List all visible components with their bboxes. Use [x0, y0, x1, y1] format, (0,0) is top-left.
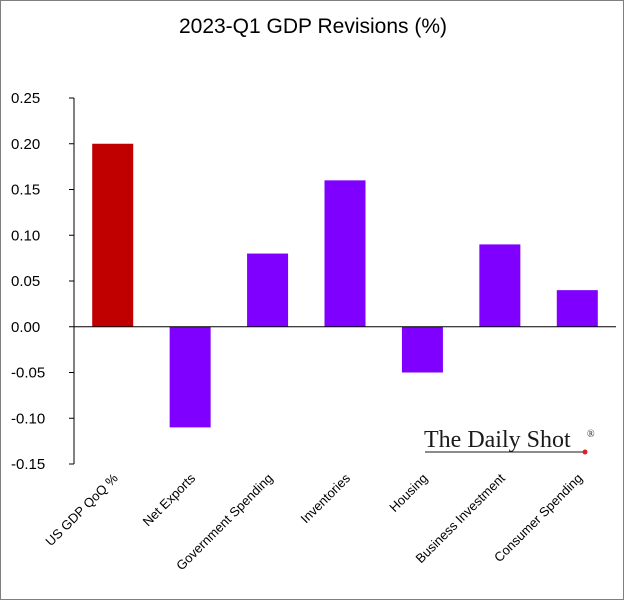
chart-title: 2023-Q1 GDP Revisions (%)	[179, 15, 447, 38]
y-tick-label: 0.00	[11, 319, 40, 336]
watermark-text: The Daily Shot	[424, 427, 571, 453]
y-tick-label: 0.25	[11, 90, 40, 107]
x-tick-label: Net Exports	[140, 470, 199, 529]
y-tick-label: -0.10	[11, 410, 45, 427]
y-tick-label: -0.15	[11, 456, 45, 473]
x-tick-label: Housing	[386, 471, 430, 515]
bar	[169, 326, 211, 428]
y-tick-label: 0.15	[11, 182, 40, 199]
x-tick-label: Inventories	[298, 470, 354, 526]
watermark-dot	[582, 449, 588, 455]
x-tick-label: US GDP QoQ %	[42, 470, 121, 549]
bar	[556, 290, 598, 327]
watermark: The Daily Shot ®	[424, 427, 595, 455]
bar	[479, 244, 521, 327]
bar	[324, 180, 366, 327]
y-tick-label: 0.05	[11, 273, 40, 290]
y-tick-labels: 0.25 0.20 0.15 0.10 0.05 0.00 -0.05 -0.10 -0.15	[11, 90, 74, 473]
bar	[92, 143, 134, 327]
y-tick-label: 0.20	[11, 136, 40, 153]
watermark-registered-mark: ®	[587, 429, 595, 440]
y-tick-label: -0.05	[11, 365, 45, 382]
bars	[92, 143, 598, 428]
y-tick-label: 0.10	[11, 227, 40, 244]
x-tick-label: Consumer Spending	[491, 471, 585, 565]
bar	[247, 253, 289, 327]
bar	[401, 326, 443, 373]
